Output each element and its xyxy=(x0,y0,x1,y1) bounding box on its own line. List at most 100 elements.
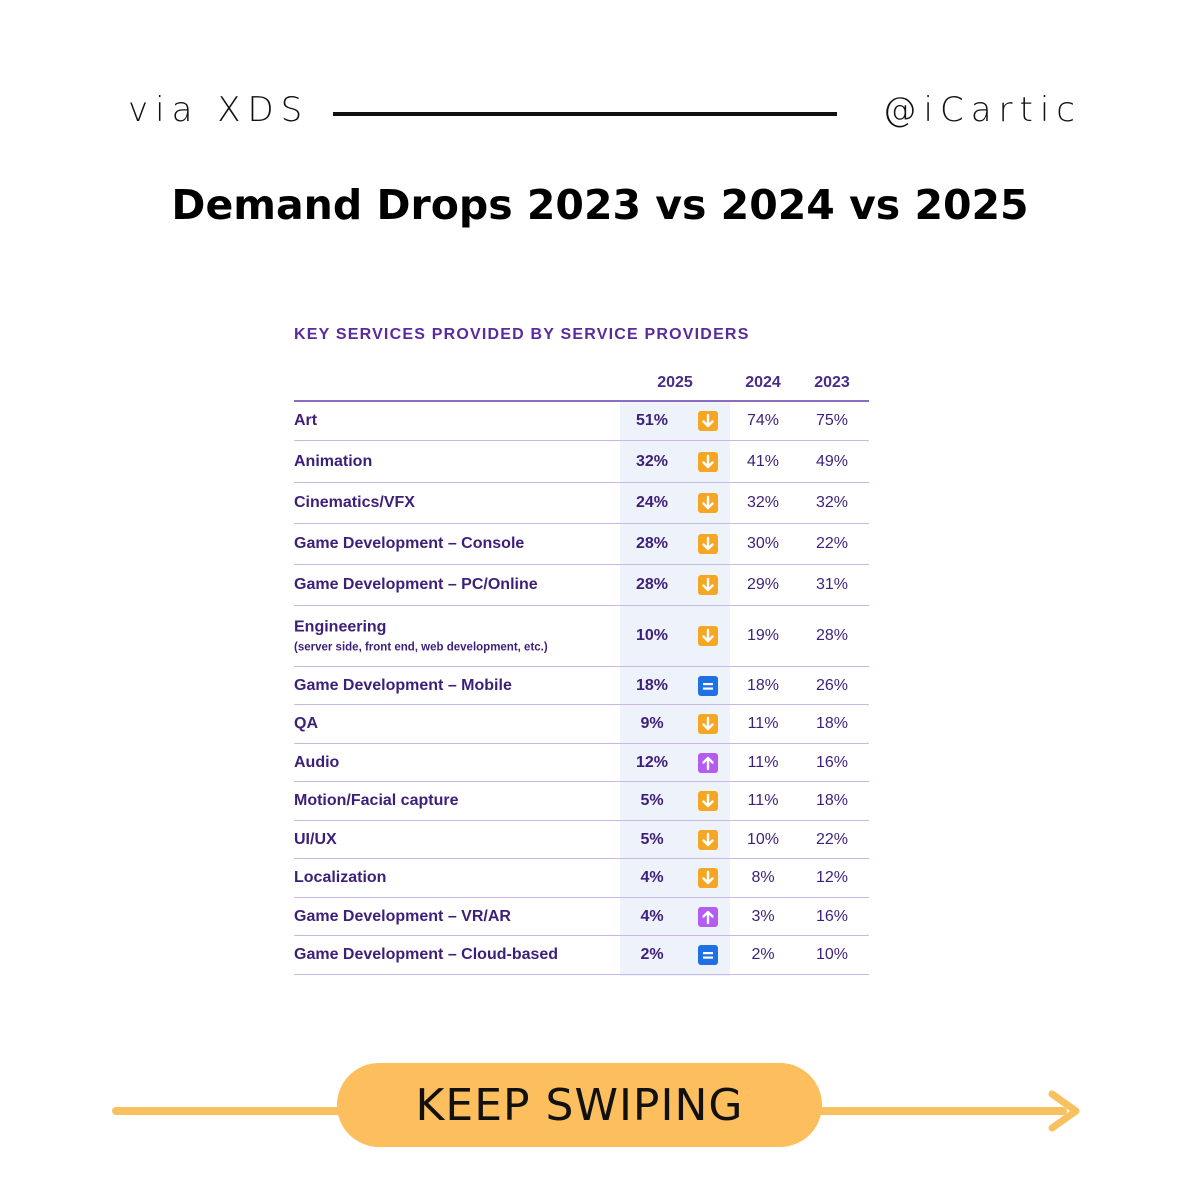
value-2025: 9% xyxy=(640,715,664,732)
row-label-text: Animation xyxy=(294,452,373,470)
value-2025: 28% xyxy=(635,576,669,593)
row-label-text: Game Development – Cloud-based xyxy=(294,946,559,963)
value-2024: 74% xyxy=(746,412,780,429)
arrow-right-icon xyxy=(1048,1090,1080,1132)
swipe-line-right xyxy=(805,1107,1067,1115)
trend-down-icon xyxy=(698,829,718,850)
row-label: Game Development – PC/Online xyxy=(294,576,538,594)
value-2023: 16% xyxy=(815,753,849,771)
row-label-text: Audio xyxy=(294,753,340,771)
value-2023: 28% xyxy=(815,627,849,644)
value-2023: 75% xyxy=(815,412,849,429)
table-row: Audio 12% 11% 16% xyxy=(294,744,869,782)
value-2023: 22% xyxy=(815,535,849,552)
page-title: Demand Drops 2023 vs 2024 vs 2025 xyxy=(171,181,1029,229)
table-row: Game Development – Console 28% 30% 22% xyxy=(294,524,869,565)
value-2024: 32% xyxy=(746,494,780,511)
table-row: Game Development – VR/AR 4% 3% 16% xyxy=(294,898,869,936)
row-label: Animation xyxy=(294,453,372,471)
trend-down-icon xyxy=(698,868,718,888)
header-rule xyxy=(294,400,869,402)
value-2025: 10% xyxy=(635,627,669,644)
header-divider xyxy=(333,112,837,116)
row-label-text: Game Development – Mobile xyxy=(294,676,512,694)
value-2025: 24% xyxy=(635,494,669,511)
trend-down-icon xyxy=(698,626,718,646)
value-2024: 30% xyxy=(746,535,780,552)
row-label: Cinematics/VFX xyxy=(294,494,415,512)
value-2023: 18% xyxy=(815,792,849,809)
value-2025: 5% xyxy=(640,792,664,809)
trend-down-icon xyxy=(698,411,718,431)
column-header-2023: 2023 xyxy=(814,374,850,391)
value-2025: 5% xyxy=(640,830,664,848)
trend-down-icon xyxy=(698,493,718,513)
row-label: QA xyxy=(294,715,318,733)
value-2024: 11% xyxy=(747,753,779,771)
row-label: Game Development – Console xyxy=(294,535,524,553)
table-row: Animation 32% 41% 49% xyxy=(294,441,869,483)
row-label: Localization xyxy=(294,869,386,887)
value-2023: 32% xyxy=(815,494,849,511)
trend-up-icon xyxy=(698,752,718,773)
row-label-text: Motion/Facial capture xyxy=(294,792,459,809)
value-2023: 31% xyxy=(815,576,849,593)
trend-same-icon xyxy=(698,945,718,965)
row-label: Art xyxy=(294,412,317,430)
author-handle: @iCartic xyxy=(882,90,1082,130)
value-2023: 22% xyxy=(815,830,849,848)
row-label: Motion/Facial capture xyxy=(294,792,458,810)
table-title: KEY SERVICES PROVIDED BY SERVICE PROVIDE… xyxy=(294,326,750,343)
value-2025: 28% xyxy=(635,535,669,552)
table-row: Art 51% 74% 75% xyxy=(294,402,869,441)
table-row: Engineering (server side, front end, web … xyxy=(294,606,869,667)
value-2024: 10% xyxy=(746,830,780,848)
trend-down-icon xyxy=(698,451,718,472)
value-2023: 49% xyxy=(815,452,849,470)
row-label-text: Game Development – Console xyxy=(294,535,525,552)
value-2024: 8% xyxy=(751,869,775,886)
trend-down-icon xyxy=(698,714,718,734)
row-label-subtext: (server side, front end, web development… xyxy=(294,641,548,654)
row-label-text: QA xyxy=(294,715,318,732)
value-2024: 19% xyxy=(746,627,780,644)
row-label-text: Localization xyxy=(294,869,387,886)
value-2024: 29% xyxy=(746,576,780,593)
value-2023: 10% xyxy=(815,946,849,963)
value-2024: 11% xyxy=(747,792,779,809)
row-label-text: UI/UX xyxy=(294,830,337,848)
row-label: Audio xyxy=(294,754,339,772)
value-2023: 18% xyxy=(815,715,849,732)
row-label-text: Art xyxy=(294,412,318,429)
source-credit: via XDS xyxy=(128,90,310,130)
value-2025: 2% xyxy=(640,946,664,963)
value-2023: 12% xyxy=(815,869,849,886)
trend-down-icon xyxy=(698,791,718,811)
table-row: Game Development – PC/Online 28% 29% 31% xyxy=(294,565,869,606)
value-2025: 4% xyxy=(640,907,664,925)
keep-swiping-button[interactable]: KEEP SWIPING xyxy=(337,1063,822,1147)
swipe-line-left xyxy=(112,1107,352,1115)
trend-down-icon xyxy=(698,534,718,554)
row-label: Engineering (server side, front end, web … xyxy=(294,619,548,654)
value-2024: 3% xyxy=(751,907,775,925)
column-header-2025: 2025 xyxy=(657,374,693,391)
value-2024: 11% xyxy=(747,715,779,732)
trend-down-icon xyxy=(698,575,718,595)
value-2025: 4% xyxy=(640,869,664,886)
row-label-text: Cinematics/VFX xyxy=(294,494,415,511)
value-2025: 18% xyxy=(635,676,669,694)
column-header-2024: 2024 xyxy=(745,374,781,391)
table-row: Localization 4% 8% 12% xyxy=(294,859,869,898)
table-row: Motion/Facial capture 5% 11% 18% xyxy=(294,782,869,821)
table-row: QA 9% 11% 18% xyxy=(294,705,869,744)
trend-same-icon xyxy=(698,675,718,696)
value-2025: 12% xyxy=(635,753,669,771)
value-2024: 41% xyxy=(746,452,780,470)
row-label: UI/UX xyxy=(294,831,337,849)
table-row: Cinematics/VFX 24% 32% 32% xyxy=(294,483,869,524)
row-label-text: Game Development – VR/AR xyxy=(294,907,511,925)
value-2024: 18% xyxy=(746,676,780,694)
value-2023: 26% xyxy=(815,676,849,694)
value-2025: 51% xyxy=(635,412,669,429)
